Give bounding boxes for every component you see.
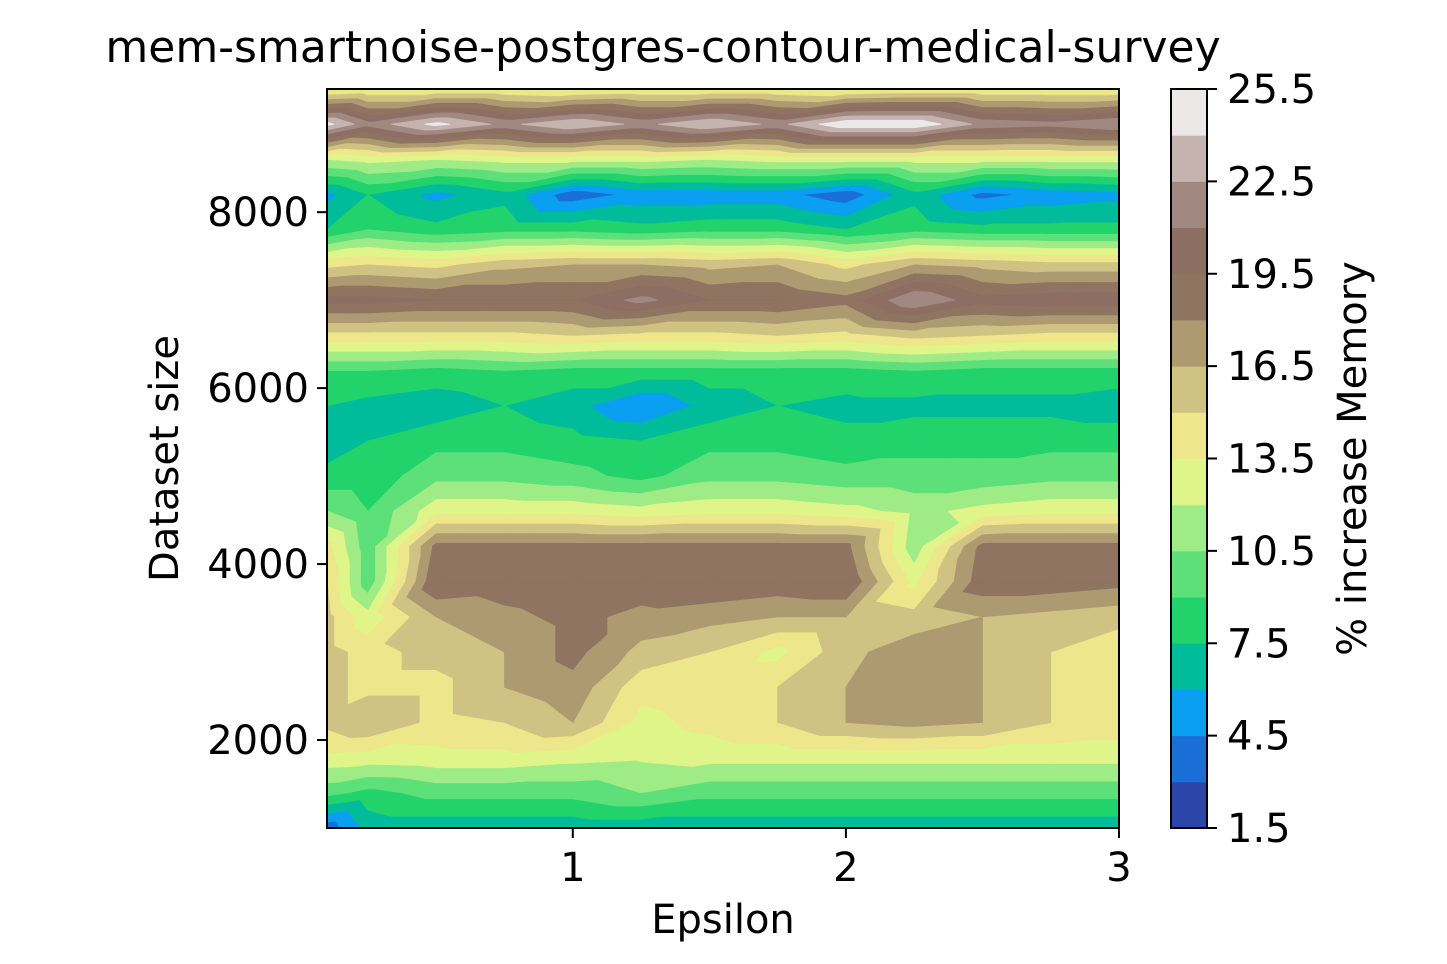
y-tick-label: 4000 (207, 542, 309, 588)
colorbar-swatch (1171, 412, 1207, 459)
colorbar-tick-label: 10.5 (1227, 529, 1316, 575)
contour-fills (327, 89, 1119, 828)
colorbar-tick-label: 16.5 (1227, 344, 1316, 390)
colorbar-swatch (1171, 135, 1207, 182)
x-tick-label: 3 (1106, 845, 1131, 891)
colorbar-swatch (1171, 89, 1207, 136)
colorbar-tick-label: 7.5 (1227, 621, 1291, 667)
colorbar-tick-label: 22.5 (1227, 159, 1316, 205)
x-tick-label: 2 (833, 845, 858, 891)
x-axis-label: Epsilon (651, 897, 795, 943)
colorbar-swatch (1171, 504, 1207, 552)
colorbar: 1.5 4.5 7.5 10.5 13.5 16.5 19.5 22.5 25.5 (1170, 67, 1316, 852)
y-tick-label: 6000 (207, 366, 309, 412)
colorbar-swatch (1171, 458, 1207, 506)
colorbar-swatch (1171, 781, 1207, 829)
y-tick-label: 2000 (207, 718, 309, 764)
colorbar-swatch (1171, 689, 1207, 737)
colorbar-tick-label: 25.5 (1227, 67, 1316, 113)
colorbar-tick-label: 1.5 (1227, 806, 1291, 852)
colorbar-tick-label: 19.5 (1227, 252, 1316, 298)
y-tick-label: 8000 (207, 190, 309, 236)
x-tick-label: 1 (560, 845, 585, 891)
colorbar-swatch (1171, 319, 1207, 367)
colorbar-swatch (1171, 273, 1207, 321)
y-axis-label: Dataset size (142, 335, 188, 582)
chart-title: mem-smartnoise-postgres-contour-medical-… (105, 22, 1220, 73)
colorbar-swatch (1171, 366, 1207, 413)
colorbar-swatch (1171, 181, 1207, 229)
colorbar-swatch (1171, 643, 1207, 690)
colorbar-tick-label: 4.5 (1227, 714, 1291, 760)
y-axis: 2000 4000 6000 8000 (207, 190, 327, 764)
plot-frame (326, 88, 1120, 829)
colorbar-swatch (1171, 550, 1207, 598)
colorbar-tick-label: 13.5 (1227, 437, 1316, 483)
colorbar-swatch (1171, 735, 1207, 783)
colorbar-swatch (1171, 597, 1207, 644)
colorbar-swatch (1171, 227, 1207, 275)
x-axis: 1 2 3 (560, 828, 1132, 891)
colorbar-label: % increase Memory (1330, 261, 1376, 656)
